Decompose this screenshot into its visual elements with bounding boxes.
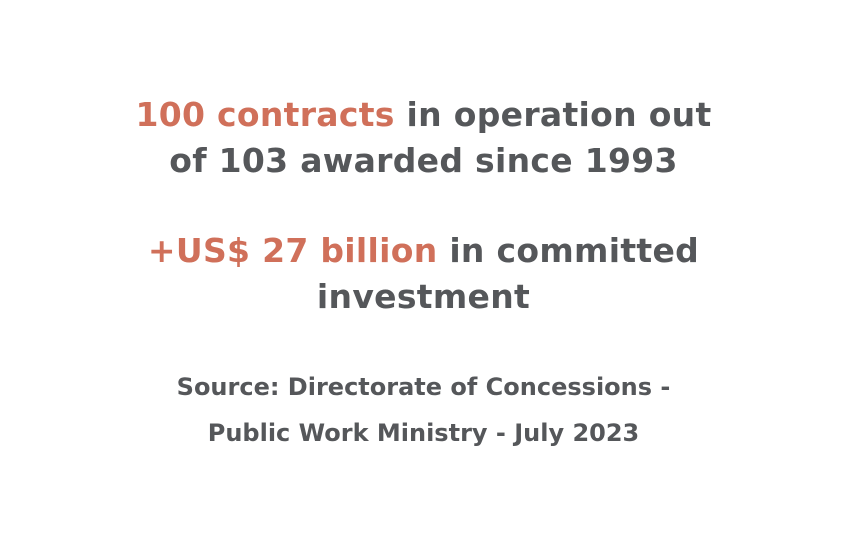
stat-text: in operation out of 103 awarded since 19… bbox=[169, 95, 712, 180]
source: Source: Directorate of Concessions - Pub… bbox=[176, 373, 671, 447]
stat: +US$ 27 billion in committed investment bbox=[134, 228, 714, 320]
stat-highlight: +US$ 27 billion bbox=[147, 231, 438, 270]
stat-text: in committed investment bbox=[316, 231, 700, 316]
stat: 100 contracts in operation out of 103 aw… bbox=[134, 92, 714, 184]
stat-highlight: 100 contracts bbox=[135, 95, 395, 134]
content: 100 contracts in operation out of 103 aw… bbox=[0, 92, 847, 456]
